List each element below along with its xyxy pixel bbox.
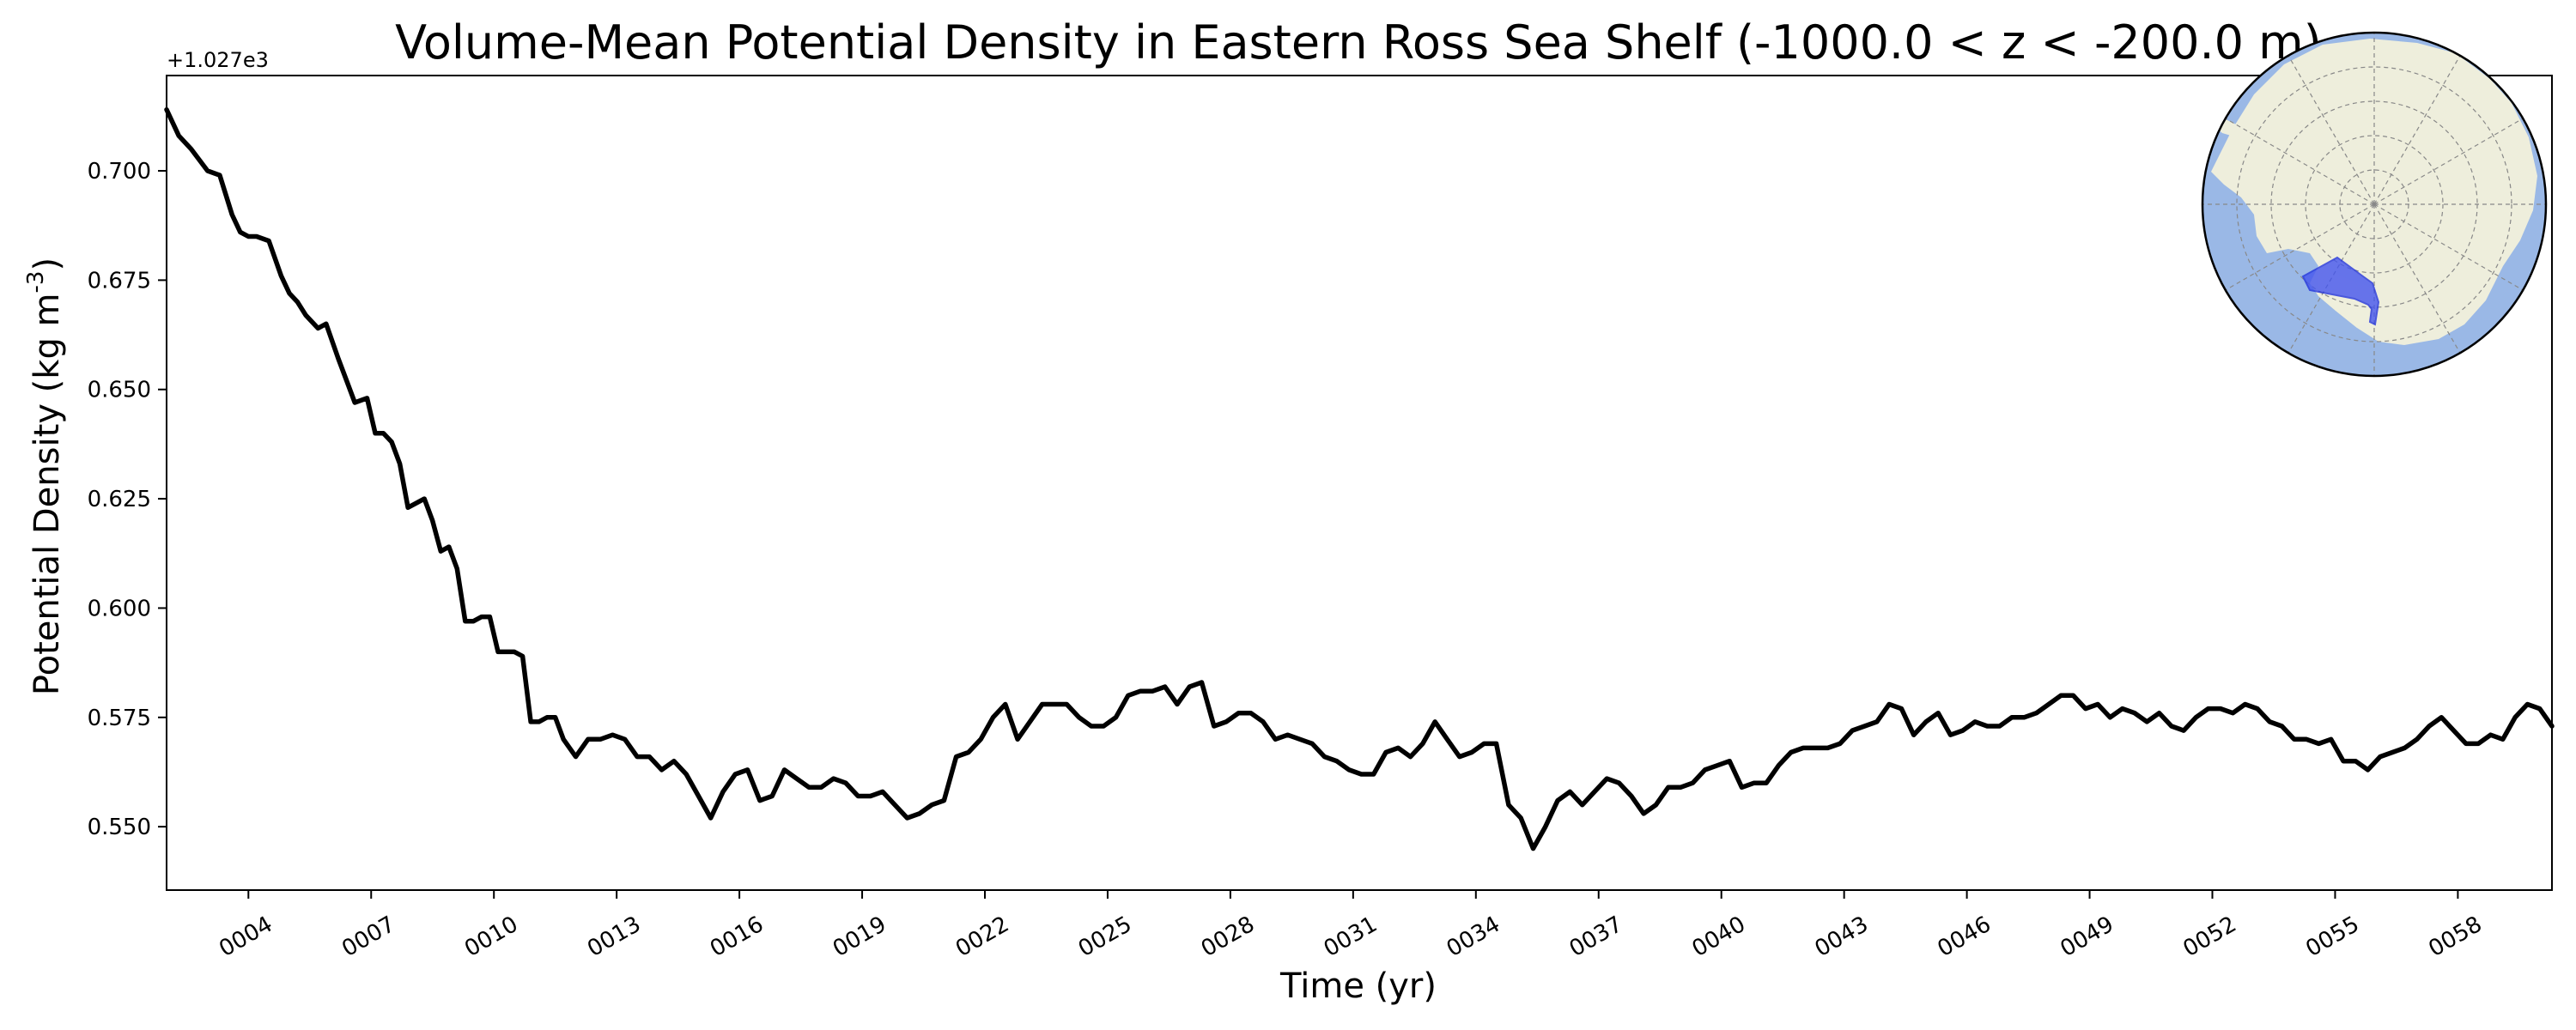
x-tick-label: 0040 (1688, 912, 1750, 962)
chart-title: Volume-Mean Potential Density in Eastern… (395, 15, 2322, 70)
map-meridian-line (2225, 203, 2375, 291)
map-meridian-line (2287, 55, 2375, 205)
map-meridian-line (2373, 203, 2461, 354)
inset-map-antarctica (2201, 31, 2548, 378)
x-tick-label: 0037 (1565, 912, 1627, 962)
x-tick-label: 0049 (2056, 912, 2117, 962)
x-tick-label: 0052 (2178, 912, 2240, 962)
x-tick-label: 0031 (1320, 912, 1382, 962)
map-latitude-line (2305, 135, 2444, 274)
x-tick-label: 0004 (215, 912, 276, 962)
map-border (2201, 31, 2548, 378)
x-axis-ticks: 0004 0007 0010 0013 0016 0019 0022 0025 0028 0031… (215, 890, 2487, 962)
x-tick-label: 0019 (829, 912, 890, 962)
plot-frame (166, 75, 2553, 891)
y-tick-label: 0.625 (88, 487, 151, 512)
y-tick-label: 0.700 (88, 159, 151, 185)
y-tick-label: 0.600 (88, 596, 151, 621)
y-tick-label: 0.575 (88, 706, 151, 731)
x-tick-label: 0046 (1934, 912, 1996, 962)
y-tick-label: 0.550 (88, 815, 151, 840)
y-axis-ticks: 0.550 0.575 0.600 0.625 0.650 0.675 0.700 (88, 159, 167, 840)
x-tick-label: 0022 (951, 912, 1013, 962)
map-meridian-line (2373, 118, 2524, 205)
x-tick-label: 0010 (460, 912, 522, 962)
map-meridian-line (2373, 55, 2461, 205)
y-offset-label: +1.027e3 (167, 48, 269, 72)
map-gridlines (2202, 33, 2546, 376)
y-axis-label-close: ) (27, 258, 67, 271)
y-tick-label: 0.650 (88, 378, 151, 403)
x-tick-label: 0034 (1443, 912, 1504, 962)
map-meridian-line (2373, 203, 2524, 291)
x-tick-label: 0016 (706, 912, 768, 962)
map-meridian-line (2225, 118, 2375, 205)
y-axis-label-main: Potential Density (kg m (27, 293, 67, 695)
y-axis-label: Potential Density (kg m-3) (23, 258, 67, 695)
map-region-eastern-ross-sea (2301, 256, 2380, 326)
x-tick-label: 0058 (2424, 912, 2486, 962)
x-axis-label: Time (yr) (1279, 966, 1437, 1006)
x-tick-label: 0028 (1197, 912, 1259, 962)
y-axis-label-exponent: -3 (23, 271, 49, 294)
x-tick-label: 0013 (583, 912, 645, 962)
x-tick-label: 0055 (2301, 912, 2363, 962)
series-line-potential-density (164, 106, 2555, 851)
map-antarctica-land (2211, 39, 2537, 345)
plot-area-border (166, 75, 2553, 891)
x-tick-label: 0007 (337, 912, 399, 962)
x-tick-label: 0043 (1811, 912, 1873, 962)
map-latitude-line (2236, 66, 2512, 342)
y-tick-label: 0.675 (88, 268, 151, 294)
x-tick-label: 0025 (1074, 912, 1136, 962)
